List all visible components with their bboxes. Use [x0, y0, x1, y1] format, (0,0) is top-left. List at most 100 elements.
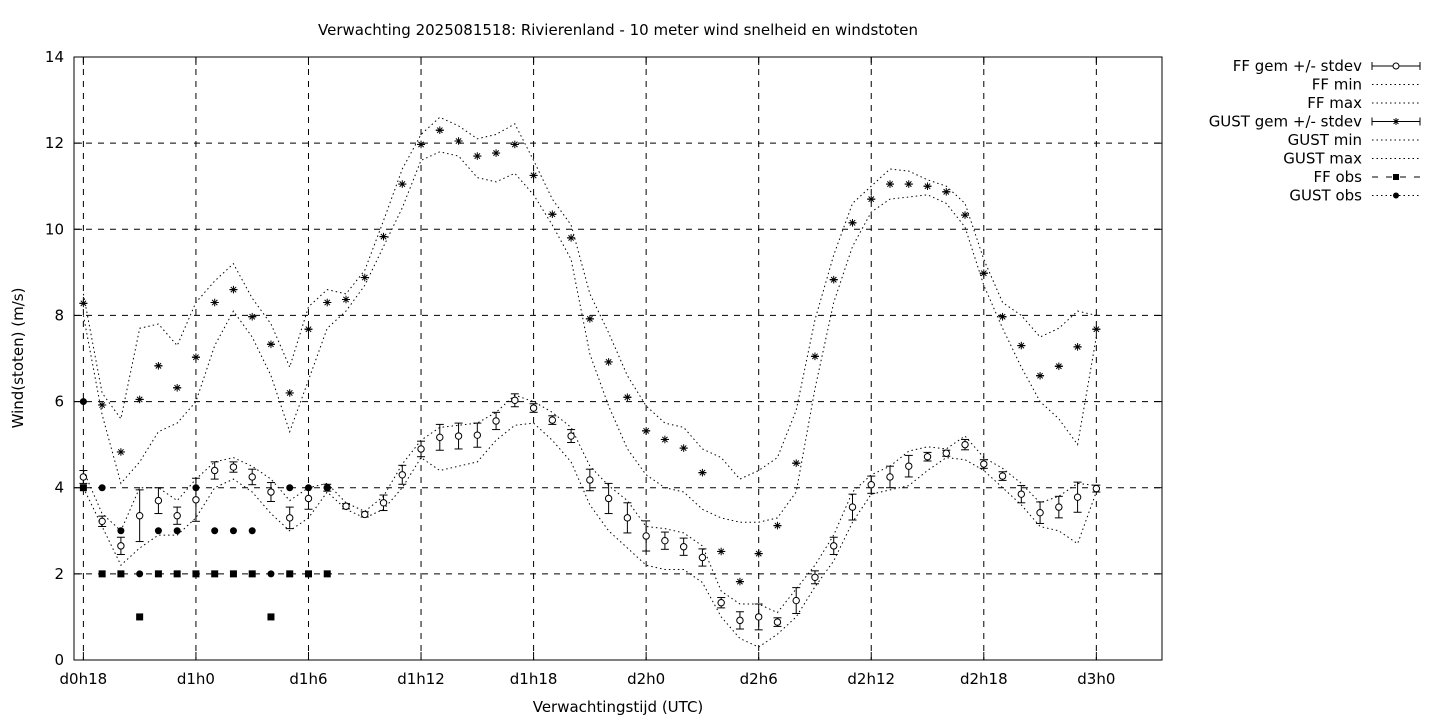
- ff-gem-stdev-point: [567, 432, 575, 440]
- ff-obs-point: [304, 570, 312, 578]
- ff-gem-stdev-point: [473, 431, 482, 439]
- x-tick-label: d2h12: [847, 670, 895, 688]
- y-tick-label: 8: [54, 306, 64, 324]
- ff-gem-stdev-point: [511, 396, 519, 404]
- gust-min-line: [82, 151, 1097, 523]
- ff-gem-stdev-point: [736, 616, 744, 625]
- ff-gem-stdev-point: [623, 514, 632, 522]
- gust-obs-legend-marker: [1393, 192, 1399, 199]
- ff-gem-stdev-point: [998, 472, 1007, 480]
- ff-obs-point: [229, 570, 237, 578]
- ff-gem-stdev-point: [529, 404, 538, 412]
- ff-min-legend-label: FF min: [1312, 76, 1362, 94]
- ff-gem-stdev-point: [1055, 503, 1063, 511]
- gust-obs-point: [117, 527, 125, 535]
- x-tick-label: d1h0: [177, 670, 215, 688]
- ff-gem-stdev-legend-item: FF gem +/- stdev: [1233, 57, 1421, 75]
- x-tick-label: d1h18: [510, 670, 558, 688]
- ff-gem-stdev-point: [248, 473, 256, 481]
- ff-gem-stdev-point: [548, 416, 557, 424]
- gust-gem-stdev-point: [923, 182, 932, 191]
- gust-gem-stdev-point: [173, 383, 181, 392]
- ff-gem-stdev-point: [642, 532, 650, 540]
- gust-gem-stdev-point: [792, 459, 801, 467]
- ff-min-series: [82, 422, 1097, 648]
- gust-gem-stdev-point: [1073, 343, 1082, 351]
- ff-gem-stdev-point: [698, 553, 707, 562]
- gust-obs-point: [98, 484, 106, 492]
- gust-obs-point: [173, 527, 181, 535]
- gust-max-series: [82, 116, 1097, 480]
- ff-gem-stdev-point: [773, 618, 782, 626]
- gust-gem-stdev-point: [529, 171, 538, 180]
- ff-gem-stdev-point: [980, 460, 988, 468]
- gust-gem-stdev-point: [98, 401, 106, 409]
- ff-obs-legend-item: FF obs: [1313, 168, 1420, 186]
- gust-gem-stdev-point: [511, 140, 519, 149]
- gust-gem-stdev-point: [829, 275, 838, 284]
- chart-title: Verwachting 2025081518: Rivierenland - 1…: [318, 21, 918, 39]
- gust-obs-point: [248, 527, 256, 535]
- gust-gem-stdev-point: [717, 547, 725, 556]
- ff-gem-stdev-point: [286, 514, 294, 522]
- ff-gem-stdev-point: [267, 488, 275, 496]
- ff-gem-stdev-point: [454, 432, 463, 440]
- gust-gem-stdev-point: [773, 521, 782, 530]
- ff-max-legend-label: FF max: [1307, 94, 1362, 112]
- ff-gem-stdev-point: [436, 433, 444, 442]
- x-tick-label: d0h18: [60, 670, 108, 688]
- gust-obs-point: [323, 484, 331, 492]
- gust-gem-stdev-point: [454, 137, 463, 145]
- gust-obs-legend-label: GUST obs: [1289, 187, 1362, 205]
- gust-gem-stdev-point: [79, 299, 88, 308]
- ff-gem-stdev-point: [830, 542, 838, 550]
- ff-gem-stdev-point: [604, 494, 613, 503]
- y-tick-label: 6: [54, 393, 64, 411]
- gust-gem-stdev-legend-label: GUST gem +/- stdev: [1209, 113, 1362, 131]
- x-tick-label: d2h18: [960, 670, 1008, 688]
- ff-obs-point: [192, 570, 200, 578]
- gust-gem-stdev-point: [623, 393, 632, 402]
- ff-gem-stdev-point: [379, 499, 388, 507]
- ff-gem-stdev-point: [98, 517, 106, 526]
- y-axis-label: Wind(stoten) (m/s): [9, 288, 27, 429]
- gust-min-legend-item: GUST min: [1288, 131, 1420, 149]
- gust-gem-stdev-point: [586, 315, 594, 323]
- gust-gem-stdev-point: [904, 180, 913, 188]
- ff-gem-stdev-point: [811, 573, 819, 582]
- grid-lines: [74, 57, 1162, 660]
- ff-gem-stdev-point: [848, 503, 857, 511]
- ff-gem-stdev-point: [398, 471, 406, 479]
- gust-gem-stdev-point: [942, 188, 951, 196]
- ff-gem-stdev-point: [754, 613, 763, 621]
- gust-gem-stdev-point: [848, 219, 857, 227]
- x-axis-label: Verwachtingstijd (UTC): [533, 698, 704, 716]
- gust-gem-stdev-legend-marker: [1392, 118, 1400, 125]
- plot-frame: [73, 56, 1163, 661]
- y-tick-label: 2: [54, 565, 64, 583]
- gust-gem-stdev-point: [811, 352, 819, 361]
- gust-gem-stdev-series: [79, 126, 1101, 586]
- gust-min-series: [82, 151, 1097, 523]
- ff-gem-stdev-point: [1092, 484, 1101, 493]
- ff-gem-stdev-point: [867, 480, 875, 489]
- gust-gem-stdev-point: [886, 180, 894, 188]
- gust-gem-stdev-point: [642, 427, 650, 435]
- gust-obs-point: [79, 398, 87, 406]
- gust-gem-stdev-point: [1092, 325, 1101, 334]
- gust-gem-stdev-legend-item: GUST gem +/- stdev: [1209, 113, 1421, 131]
- ff-gem-stdev-point: [586, 476, 594, 484]
- gust-gem-stdev-point: [192, 353, 200, 362]
- y-tick-label: 12: [45, 134, 64, 152]
- y-tick-label: 10: [45, 220, 64, 238]
- ff-gem-stdev-point: [905, 462, 913, 470]
- gust-max-line: [82, 116, 1097, 480]
- ff-obs-point: [323, 570, 331, 578]
- gust-obs-point: [154, 527, 162, 535]
- gust-obs-point: [136, 570, 144, 578]
- gust-obs-point: [267, 570, 275, 578]
- gust-obs-point: [192, 484, 200, 492]
- y-tick-label: 14: [45, 48, 64, 66]
- gust-gem-stdev-point: [979, 269, 988, 278]
